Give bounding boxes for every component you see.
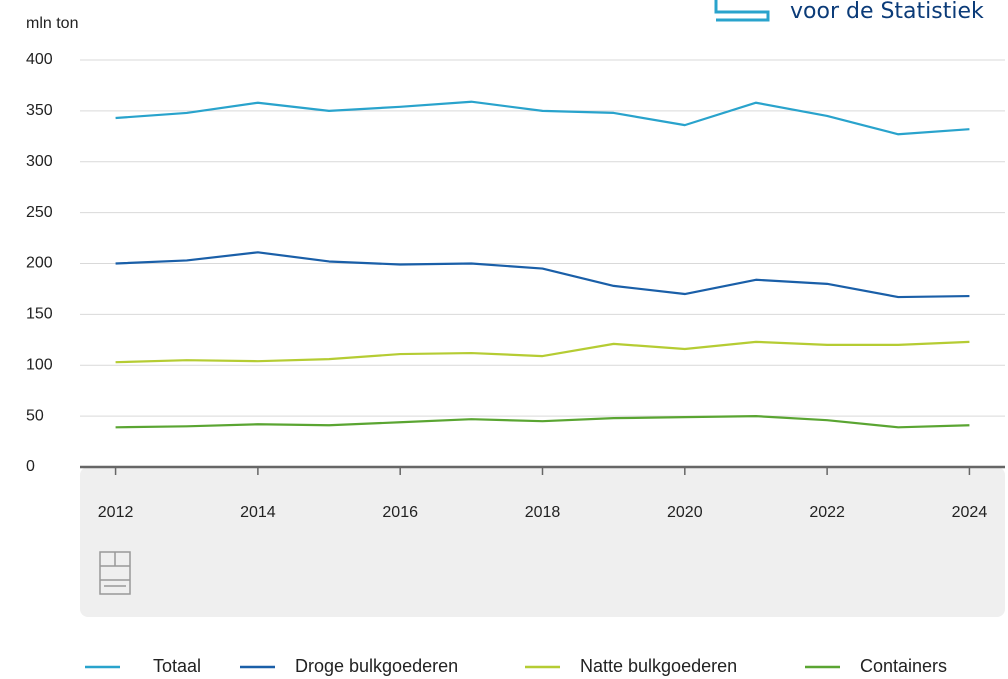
series-line bbox=[115, 415, 970, 429]
y-tick-label: 200 bbox=[26, 255, 53, 272]
x-tick-label: 2020 bbox=[667, 504, 703, 521]
legend-label: Containers bbox=[860, 656, 947, 676]
y-tick-label: 300 bbox=[26, 153, 53, 170]
legend-label: Droge bulkgoederen bbox=[295, 656, 458, 676]
legend-label: Natte bulkgoederen bbox=[580, 656, 737, 676]
y-tick-label: 150 bbox=[26, 306, 53, 323]
x-tick-label: 2024 bbox=[952, 504, 988, 521]
y-axis-label: mln ton bbox=[26, 15, 78, 32]
x-tick-label: 2022 bbox=[809, 504, 845, 521]
y-tick-label: 50 bbox=[26, 407, 44, 424]
cbs-icon bbox=[99, 551, 131, 595]
y-tick-label: 100 bbox=[26, 356, 53, 373]
x-axis-band bbox=[80, 467, 1005, 617]
logo-text: voor de Statistiek bbox=[790, 0, 984, 24]
x-tick-label: 2012 bbox=[98, 504, 134, 521]
y-tick-label: 350 bbox=[26, 102, 53, 119]
y-tick-label: 250 bbox=[26, 204, 53, 221]
brand-icon bbox=[714, 0, 770, 22]
y-tick-label: 400 bbox=[26, 51, 53, 68]
x-tick-label: 2016 bbox=[382, 504, 418, 521]
series-line bbox=[115, 251, 970, 299]
legend-label: Totaal bbox=[153, 656, 201, 676]
x-tick-label: 2018 bbox=[525, 504, 561, 521]
series-line bbox=[115, 340, 970, 364]
series-line bbox=[115, 100, 970, 136]
y-tick-label: 0 bbox=[26, 458, 35, 475]
x-tick-label: 2014 bbox=[240, 504, 276, 521]
